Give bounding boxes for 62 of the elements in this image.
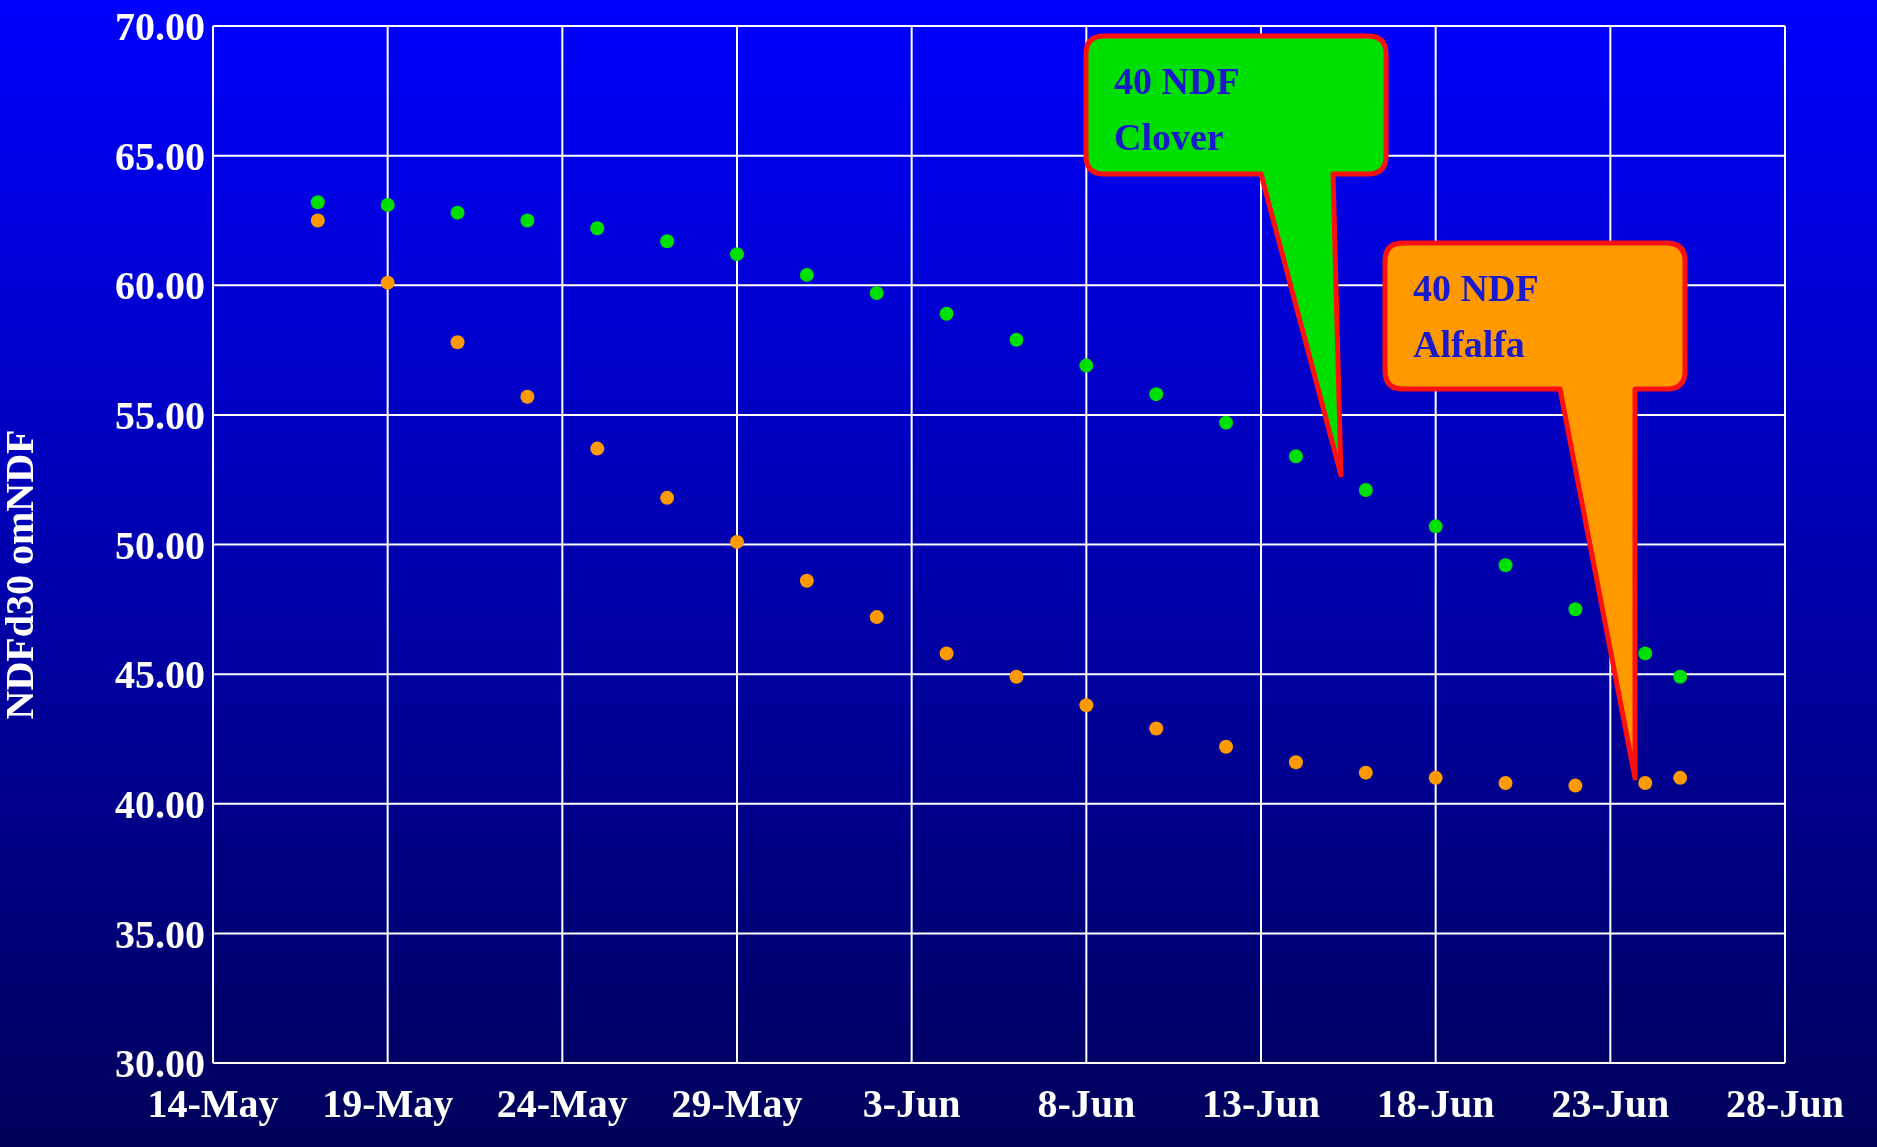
x-tick-label: 3-Jun [862, 1081, 961, 1127]
point [310, 213, 325, 228]
x-tick-label: 24-May [496, 1081, 628, 1127]
point [660, 490, 675, 505]
point [450, 335, 465, 350]
point [939, 646, 954, 661]
point [520, 389, 535, 404]
point [590, 441, 605, 456]
point [869, 286, 884, 301]
point [869, 610, 884, 625]
y-tick-label: 45.00 [115, 652, 205, 698]
y-axis-title: NDFd30 omNDF [0, 429, 43, 720]
x-tick-label: 23-Jun [1551, 1081, 1670, 1127]
annotation: 40 NDF Clover [1114, 60, 1240, 158]
point [939, 306, 954, 321]
point [660, 234, 675, 249]
point [1428, 519, 1443, 534]
point [1673, 770, 1688, 785]
point [1079, 698, 1094, 713]
y-tick-label: 70.00 [115, 4, 205, 50]
point [1219, 739, 1234, 754]
point [380, 197, 395, 212]
point [730, 247, 744, 262]
point [1498, 776, 1513, 791]
annotation: 40 NDF Alfalfa [1413, 267, 1539, 365]
point [1568, 778, 1583, 793]
point [1568, 602, 1583, 617]
x-tick-label: 19-May [322, 1081, 454, 1127]
point [1358, 483, 1373, 498]
point [799, 573, 814, 588]
y-tick-label: 60.00 [115, 263, 205, 309]
point [1288, 755, 1303, 770]
point [1219, 415, 1234, 430]
y-tick-label: 50.00 [115, 522, 205, 568]
point [1428, 770, 1443, 785]
point [1638, 776, 1653, 791]
point [1498, 558, 1513, 573]
x-tick-label: 28-Jun [1726, 1081, 1844, 1127]
point [310, 195, 325, 210]
y-tick-label: 35.00 [115, 911, 205, 957]
point [799, 267, 814, 282]
point [1079, 358, 1094, 373]
x-tick-label: 8-Jun [1037, 1081, 1136, 1127]
point [1009, 332, 1024, 347]
point [1288, 449, 1303, 464]
point [1638, 646, 1653, 661]
x-tick-label: 18-Jun [1376, 1081, 1495, 1127]
x-tick-label: 29-May [671, 1081, 803, 1127]
y-tick-label: 65.00 [115, 133, 205, 179]
point [1149, 721, 1164, 736]
y-tick-label: 55.00 [115, 393, 205, 439]
point [730, 534, 744, 549]
point [1673, 669, 1688, 684]
point [1009, 669, 1024, 684]
point [1149, 387, 1164, 402]
x-tick-label: 13-Jun [1202, 1081, 1320, 1127]
y-tick-label: 40.00 [115, 781, 205, 827]
point [380, 275, 395, 290]
point [1358, 765, 1373, 780]
point [590, 221, 605, 236]
point [520, 213, 535, 228]
point [450, 205, 465, 220]
